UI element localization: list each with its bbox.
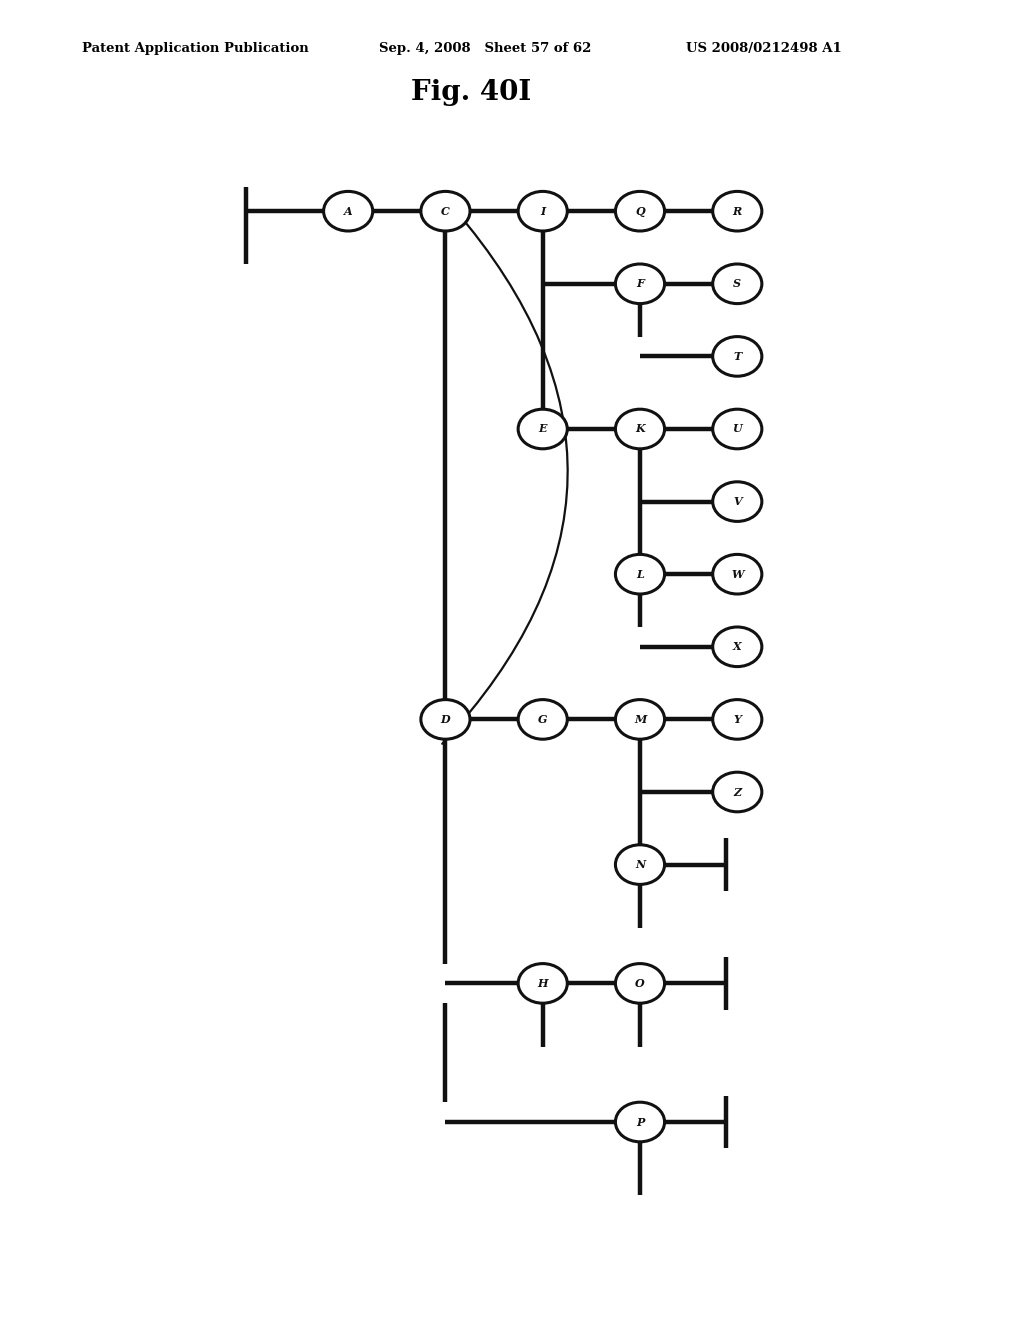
Ellipse shape	[518, 409, 567, 449]
Ellipse shape	[615, 264, 665, 304]
Text: Sep. 4, 2008   Sheet 57 of 62: Sep. 4, 2008 Sheet 57 of 62	[379, 42, 591, 55]
Text: US 2008/0212498 A1: US 2008/0212498 A1	[686, 42, 842, 55]
Ellipse shape	[713, 627, 762, 667]
Text: O: O	[635, 978, 645, 989]
Text: T: T	[733, 351, 741, 362]
Text: K: K	[635, 424, 645, 434]
Ellipse shape	[713, 409, 762, 449]
Ellipse shape	[421, 191, 470, 231]
Ellipse shape	[713, 700, 762, 739]
Ellipse shape	[615, 191, 665, 231]
Ellipse shape	[713, 191, 762, 231]
Text: C: C	[441, 206, 450, 216]
Text: D: D	[440, 714, 451, 725]
Text: G: G	[538, 714, 548, 725]
Ellipse shape	[615, 409, 665, 449]
Ellipse shape	[615, 700, 665, 739]
Ellipse shape	[615, 845, 665, 884]
Ellipse shape	[324, 191, 373, 231]
Ellipse shape	[421, 700, 470, 739]
Text: Patent Application Publication: Patent Application Publication	[82, 42, 308, 55]
Text: A: A	[344, 206, 352, 216]
Ellipse shape	[713, 482, 762, 521]
Text: W: W	[731, 569, 743, 579]
Text: V: V	[733, 496, 741, 507]
Text: H: H	[538, 978, 548, 989]
Text: N: N	[635, 859, 645, 870]
Text: E: E	[539, 424, 547, 434]
Text: L: L	[636, 569, 644, 579]
Text: X: X	[733, 642, 741, 652]
Text: P: P	[636, 1117, 644, 1127]
Ellipse shape	[713, 337, 762, 376]
Ellipse shape	[713, 772, 762, 812]
FancyArrowPatch shape	[442, 209, 567, 743]
Text: U: U	[732, 424, 742, 434]
Text: R: R	[732, 206, 742, 216]
Ellipse shape	[615, 1102, 665, 1142]
Text: Fig. 40I: Fig. 40I	[411, 79, 531, 106]
Ellipse shape	[518, 964, 567, 1003]
Ellipse shape	[518, 191, 567, 231]
Ellipse shape	[615, 964, 665, 1003]
Text: Y: Y	[733, 714, 741, 725]
Ellipse shape	[518, 700, 567, 739]
Ellipse shape	[713, 264, 762, 304]
Text: Q: Q	[635, 206, 645, 216]
Text: F: F	[636, 279, 644, 289]
Text: S: S	[733, 279, 741, 289]
Text: Z: Z	[733, 787, 741, 797]
Ellipse shape	[615, 554, 665, 594]
Text: I: I	[540, 206, 546, 216]
Ellipse shape	[713, 554, 762, 594]
Text: M: M	[634, 714, 646, 725]
